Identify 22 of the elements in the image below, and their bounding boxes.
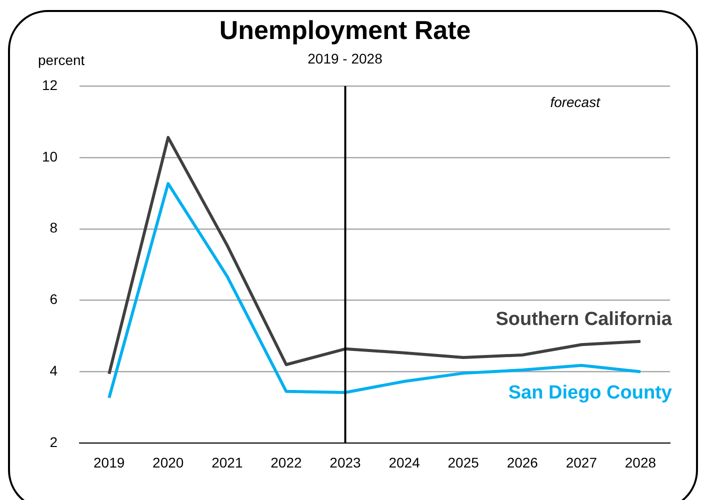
y-tick-label: 6 [50, 291, 58, 308]
x-tick-label: 2022 [270, 454, 302, 470]
y-axis-title: percent [38, 52, 85, 68]
y-tick-label: 2 [50, 434, 58, 450]
x-tick-label: 2025 [448, 454, 480, 470]
x-tick-label: 2026 [506, 454, 538, 470]
y-tick-label: 12 [42, 76, 58, 93]
x-tick-label: 2024 [388, 454, 420, 470]
x-tick-label: 2028 [624, 454, 656, 470]
series-label: San Diego County [508, 382, 672, 404]
series-label: Southern California [496, 309, 672, 330]
x-tick-label: 2019 [94, 454, 125, 470]
x-tick-label: 2027 [566, 454, 598, 470]
x-tick-label: 2021 [212, 454, 243, 470]
y-tick-label: 10 [42, 148, 58, 164]
chart-title: Unemployment Rate [219, 14, 471, 45]
annotation: forecast [550, 94, 602, 110]
x-tick-label: 2023 [330, 454, 362, 470]
x-tick-label: 2020 [152, 454, 184, 470]
chart-subtitle: 2019 - 2028 [308, 50, 383, 66]
y-tick-label: 4 [50, 362, 58, 379]
y-tick-label: 8 [50, 220, 58, 236]
